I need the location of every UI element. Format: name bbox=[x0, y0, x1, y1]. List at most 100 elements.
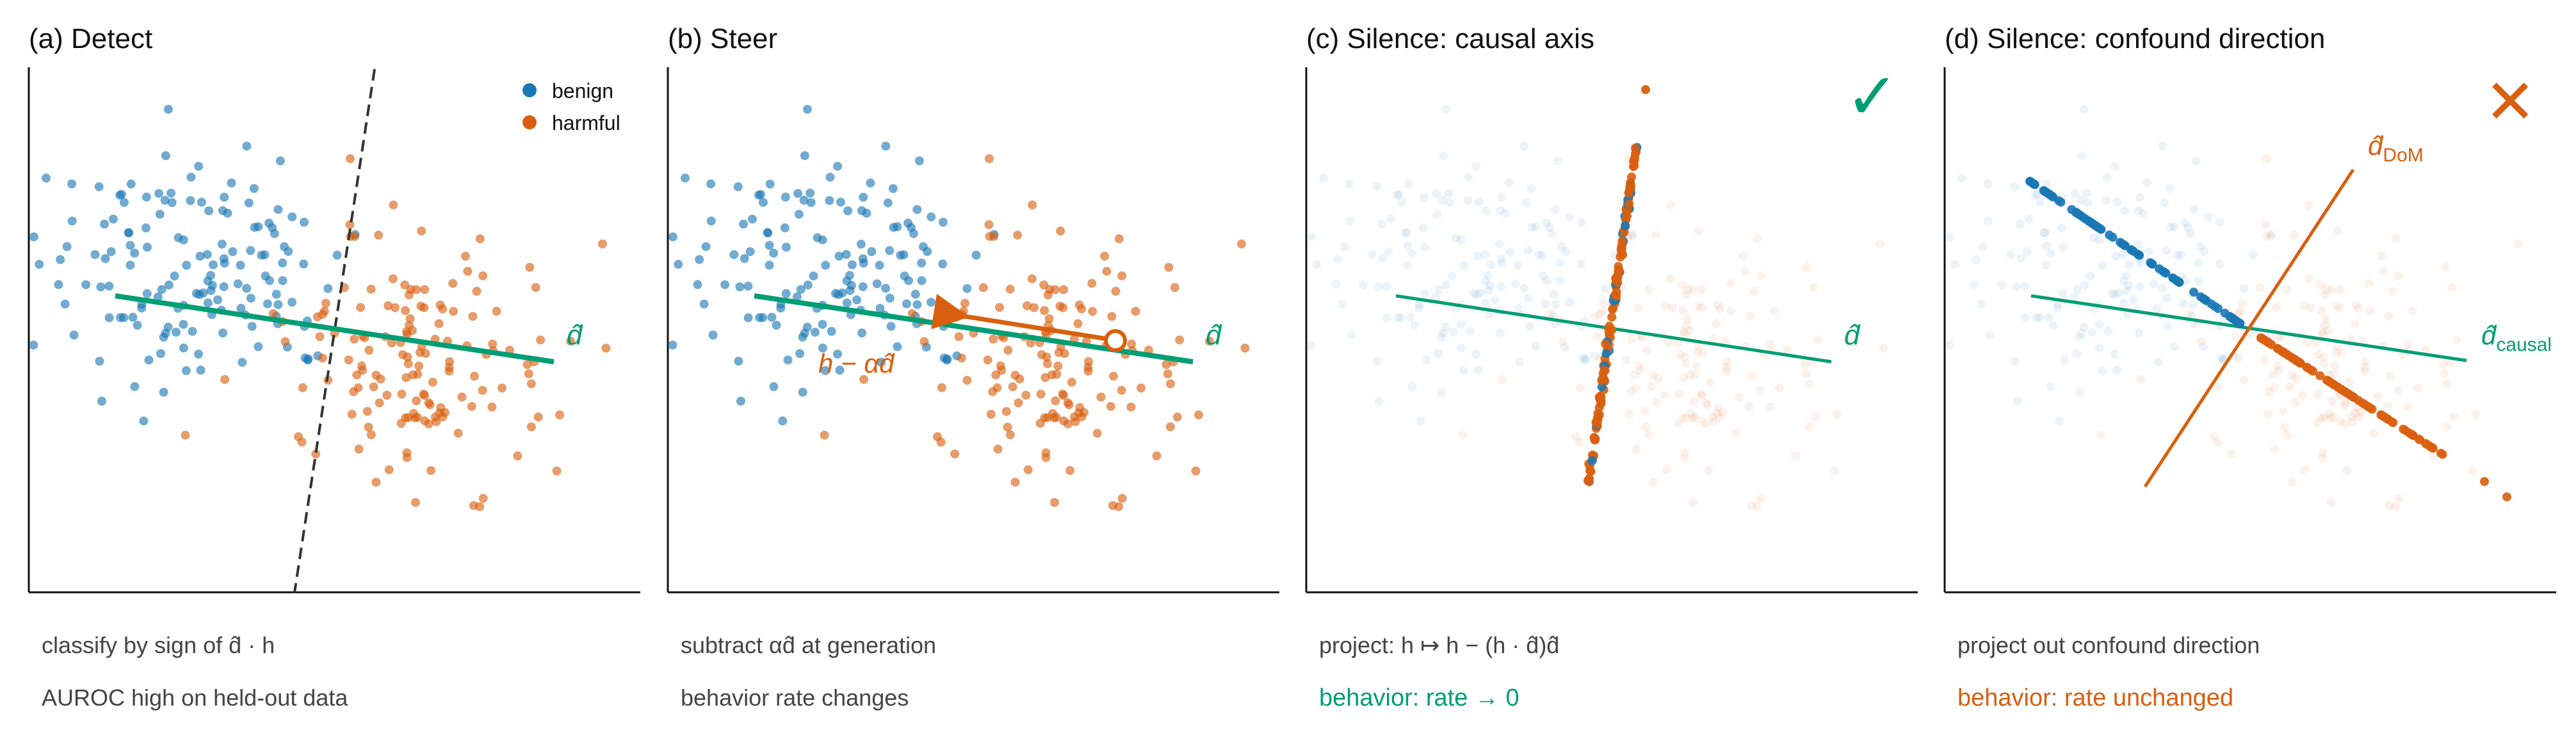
benign-point bbox=[206, 286, 216, 295]
benign-point bbox=[141, 223, 150, 232]
benign-point bbox=[755, 313, 765, 322]
harmful-point-faded bbox=[2379, 266, 2388, 276]
harmful-point bbox=[420, 285, 430, 295]
benign-point bbox=[62, 242, 72, 252]
benign-point bbox=[97, 396, 106, 406]
harmful-point-faded bbox=[2369, 428, 2379, 438]
panel-d-dom-line bbox=[2143, 168, 2355, 488]
harmful-point-faded bbox=[2306, 303, 2315, 312]
benign-point-faded bbox=[2266, 230, 2276, 239]
harmful-point bbox=[820, 430, 829, 440]
benign-point-faded bbox=[2122, 286, 2132, 295]
benign-point bbox=[126, 241, 135, 250]
harmful-point bbox=[1037, 350, 1046, 359]
harmful-point-faded bbox=[2261, 220, 2271, 229]
harmful-point-faded bbox=[1660, 391, 1669, 400]
harmful-point-faded bbox=[2317, 413, 2326, 423]
harmful-point-faded bbox=[1722, 357, 1731, 366]
benign-point bbox=[668, 340, 677, 350]
benign-point bbox=[781, 243, 791, 252]
harmful-point-projected bbox=[2333, 382, 2342, 392]
benign-point-faded bbox=[1465, 327, 1475, 336]
benign-point-faded bbox=[2118, 250, 2128, 259]
benign-point-faded bbox=[1459, 261, 1469, 270]
benign-point-faded bbox=[1359, 280, 1368, 289]
harmful-point-faded bbox=[1685, 370, 1695, 380]
harmful-point bbox=[438, 412, 448, 422]
harmful-point bbox=[1074, 300, 1084, 310]
benign-point bbox=[681, 174, 690, 183]
harmful-point-projected bbox=[2407, 430, 2417, 439]
benign-point bbox=[780, 223, 790, 232]
harmful-point-faded bbox=[1833, 410, 1842, 419]
harmful-point bbox=[995, 303, 1004, 312]
benign-point bbox=[208, 260, 218, 270]
benign-point bbox=[811, 327, 820, 337]
benign-point-faded bbox=[2194, 276, 2203, 286]
harmful-point bbox=[416, 302, 426, 311]
benign-point-faded bbox=[1473, 366, 1483, 375]
harmful-point-faded bbox=[1664, 338, 1674, 348]
benign-point-faded bbox=[1471, 161, 1481, 171]
harmful-point-projected bbox=[2420, 439, 2430, 448]
benign-point-faded bbox=[1561, 247, 1571, 256]
benign-point bbox=[35, 259, 44, 269]
harmful-point-projected bbox=[1596, 391, 1605, 401]
benign-point-faded bbox=[1495, 239, 1504, 249]
harmful-point-faded bbox=[2442, 422, 2452, 432]
harmful-point-projected bbox=[1591, 417, 1601, 427]
benign-point-faded bbox=[1405, 312, 1415, 322]
benign-point-faded bbox=[1543, 276, 1551, 286]
harmful-point bbox=[1131, 307, 1140, 316]
benign-point-faded bbox=[2058, 289, 2068, 298]
benign-point bbox=[806, 188, 815, 198]
benign-point bbox=[101, 254, 110, 263]
benign-point-faded bbox=[2031, 190, 2040, 200]
benign-point bbox=[802, 104, 812, 114]
benign-point-faded bbox=[1441, 280, 1451, 290]
steer-arrow bbox=[931, 293, 1115, 343]
harmful-point-faded bbox=[2394, 385, 2403, 395]
benign-point bbox=[242, 284, 252, 293]
harmful-point-faded bbox=[2333, 342, 2342, 352]
harmful-point-faded bbox=[2287, 371, 2297, 380]
benign-point bbox=[836, 197, 845, 207]
harmful-point-faded bbox=[1679, 327, 1689, 337]
harmful-point bbox=[1087, 279, 1097, 288]
harmful-point bbox=[1039, 280, 1049, 289]
harmful-point-faded bbox=[2319, 352, 2328, 362]
harmful-point bbox=[988, 387, 998, 396]
panel-a-axes bbox=[28, 67, 640, 594]
benign-point-faded bbox=[1486, 260, 1495, 270]
harmful-point-faded bbox=[2351, 300, 2361, 310]
benign-point bbox=[164, 280, 174, 290]
panel-a-harmful-points bbox=[181, 154, 611, 512]
harmful-point-faded bbox=[1653, 374, 1663, 384]
benign-point-faded bbox=[2135, 193, 2145, 202]
harmful-point bbox=[384, 301, 393, 311]
harmful-point-faded bbox=[1690, 369, 1700, 379]
harmful-point bbox=[986, 410, 996, 419]
benign-point-faded bbox=[1950, 259, 1960, 269]
benign-point bbox=[701, 242, 711, 252]
harmful-point-faded bbox=[1680, 352, 1690, 362]
benign-point-faded bbox=[1382, 313, 1391, 323]
benign-point-projected bbox=[2056, 197, 2066, 207]
benign-point-faded bbox=[1422, 355, 1431, 365]
harmful-point bbox=[318, 309, 327, 319]
benign-point-faded bbox=[2039, 228, 2049, 238]
benign-point-faded bbox=[1538, 271, 1548, 280]
benign-point-faded bbox=[2195, 242, 2205, 252]
harmful-point-faded bbox=[2333, 226, 2342, 236]
benign-point bbox=[708, 330, 718, 340]
harmful-point-faded bbox=[1635, 366, 1645, 375]
harmful-point bbox=[478, 271, 488, 280]
harmful-point bbox=[1051, 285, 1060, 295]
benign-point-faded bbox=[2180, 218, 2189, 228]
harmful-point-faded bbox=[1735, 393, 1744, 401]
harmful-point bbox=[347, 410, 357, 419]
benign-point bbox=[244, 198, 254, 207]
panel-c-direction-label: d̂ bbox=[1844, 320, 1861, 351]
harmful-point-faded bbox=[2274, 366, 2283, 375]
harmful-point-projected bbox=[1597, 376, 1607, 385]
